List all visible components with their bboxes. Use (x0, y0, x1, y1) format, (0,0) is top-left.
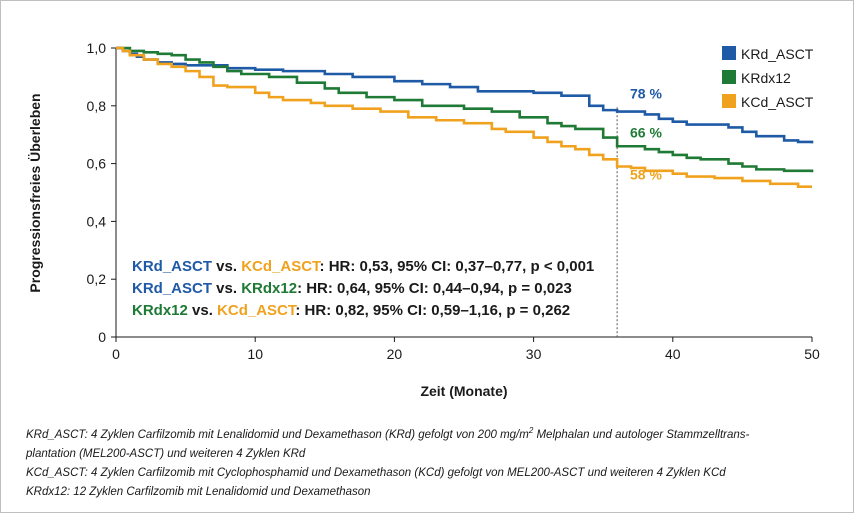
footnote-krd-asct: KRd_ASCT: 4 Zyklen Carfilzomib mit Lenal… (26, 426, 750, 441)
x-tick-label: 30 (526, 346, 542, 362)
series-line-krdx12 (116, 46, 814, 173)
legend-swatch-kcd-asct (722, 94, 736, 108)
x-tick-label: 0 (112, 346, 120, 362)
legend-label-kcd-asct: KCd_ASCT (741, 94, 814, 110)
y-tick-label: 0,8 (87, 98, 107, 114)
x-tick-label: 40 (665, 346, 681, 362)
legend-label-krd-asct: KRd_ASCT (741, 46, 814, 62)
footnote-kcd-asct: KCd_ASCT: 4 Zyklen Carfilzomib mit Cyclo… (26, 466, 726, 479)
hazard-ratio-line: KRd_ASCT vs. KCd_ASCT: HR: 0,53, 95% CI:… (132, 258, 594, 275)
hazard-ratio-line: KRdx12 vs. KCd_ASCT: HR: 0,82, 95% CI: 0… (132, 302, 570, 319)
y-axis-title: Progressionsfreies Überleben (27, 93, 43, 292)
footnote-krd-asct-cont: plantation (MEL200-ASCT) und weiteren 4 … (26, 447, 306, 460)
y-tick-label: 0,4 (87, 213, 107, 229)
legend-swatch-krd-asct (722, 46, 736, 60)
hazard-ratio-line: KRd_ASCT vs. KRdx12: HR: 0,64, 95% CI: 0… (132, 280, 572, 297)
end-label-krdx12: 66 % (630, 125, 662, 141)
end-label-kcd-asct: 58 % (630, 166, 662, 182)
legend-swatch-krdx12 (722, 70, 736, 84)
series-layer (116, 46, 814, 189)
y-tick-label: 1,0 (87, 40, 107, 56)
footnote-krdx12: KRdx12: 12 Zyklen Carfilzomib mit Lenali… (26, 485, 371, 498)
x-tick-label: 50 (804, 346, 820, 362)
y-tick-label: 0,6 (87, 156, 107, 172)
footnotes: KRd_ASCT: 4 Zyklen Carfilzomib mit Lenal… (26, 421, 836, 502)
labels-layer: 78 % 66 % 58 % KRd_ASCT KRdx12 KCd_ASCT KRd_AS… (132, 46, 814, 319)
series-line-kcd-asct (116, 46, 812, 189)
x-tick-label: 20 (387, 346, 403, 362)
chart-axes: 0 10 20 30 40 50 0 0,2 0,4 0,6 0,8 1,0 (87, 40, 820, 362)
legend-label-krdx12: KRdx12 (741, 70, 791, 86)
y-tick-label: 0,2 (87, 271, 107, 287)
x-axis-title: Zeit (Monate) (420, 383, 507, 399)
x-tick-label: 10 (247, 346, 263, 362)
y-tick-label: 0 (98, 329, 106, 345)
end-label-krd-asct: 78 % (630, 86, 662, 102)
series-line-krd-asct (116, 46, 814, 144)
km-chart: 0 10 20 30 40 50 0 0,2 0,4 0,6 0,8 1,0 78 % 66 % 58 %… (27, 40, 820, 399)
